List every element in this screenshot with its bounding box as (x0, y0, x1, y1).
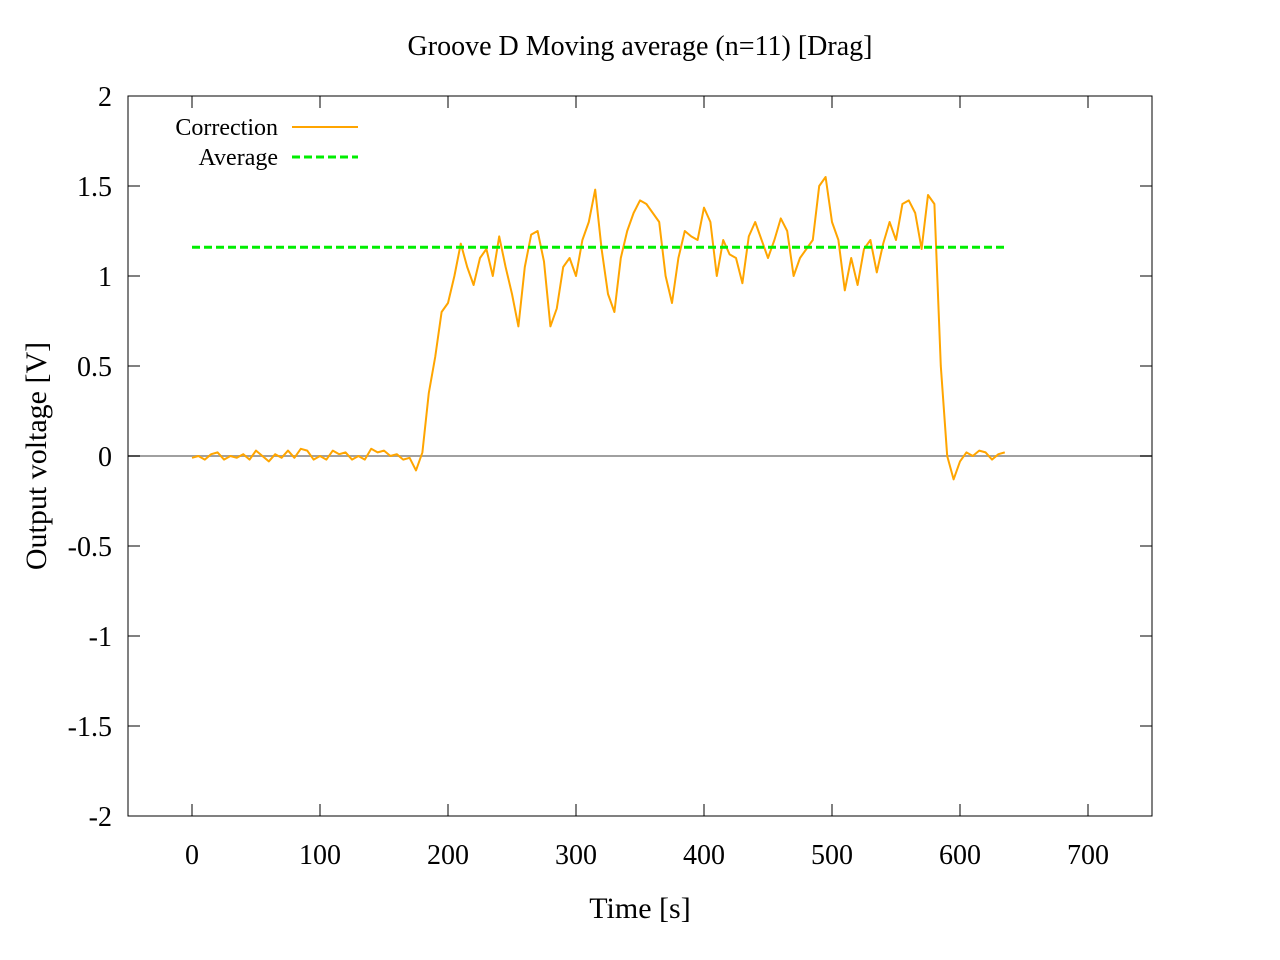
y-tick-label: -1.5 (68, 712, 112, 743)
x-axis-label: Time [s] (589, 892, 690, 925)
series-correction-line (191, 176, 1006, 481)
y-tick-label: 0 (98, 442, 112, 473)
x-tick-label: 500 (811, 840, 853, 871)
chart-title: Groove D Moving average (n=11) [Drag] (408, 31, 873, 62)
y-axis-label: Output voltage [V] (20, 342, 53, 570)
y-tick-label: 1 (98, 262, 112, 293)
y-tick-label: -1 (89, 622, 112, 653)
legend-label-correction: Correction (175, 115, 278, 141)
x-tick-label: 100 (299, 840, 341, 871)
y-tick-label: -2 (89, 802, 112, 833)
series-layer (191, 176, 1006, 481)
legend-label-average: Average (199, 145, 279, 171)
y-tick-label: 0.5 (77, 352, 112, 383)
x-tick-label: 0 (185, 840, 199, 871)
y-tick-label: 1.5 (77, 172, 112, 203)
y-tick-label: -0.5 (68, 532, 112, 563)
x-tick-label: 700 (1067, 840, 1109, 871)
y-tick-label: 2 (98, 82, 112, 113)
ticks-layer: 0 100 200 300 400 500 600 700 2 1.5 1 0.5 0 -0.5 -1 -1.… (68, 82, 1152, 871)
x-tick-label: 200 (427, 840, 469, 871)
legend: Correction Average (175, 115, 358, 171)
x-tick-label: 300 (555, 840, 597, 871)
x-tick-label: 600 (939, 840, 981, 871)
x-tick-label: 400 (683, 840, 725, 871)
